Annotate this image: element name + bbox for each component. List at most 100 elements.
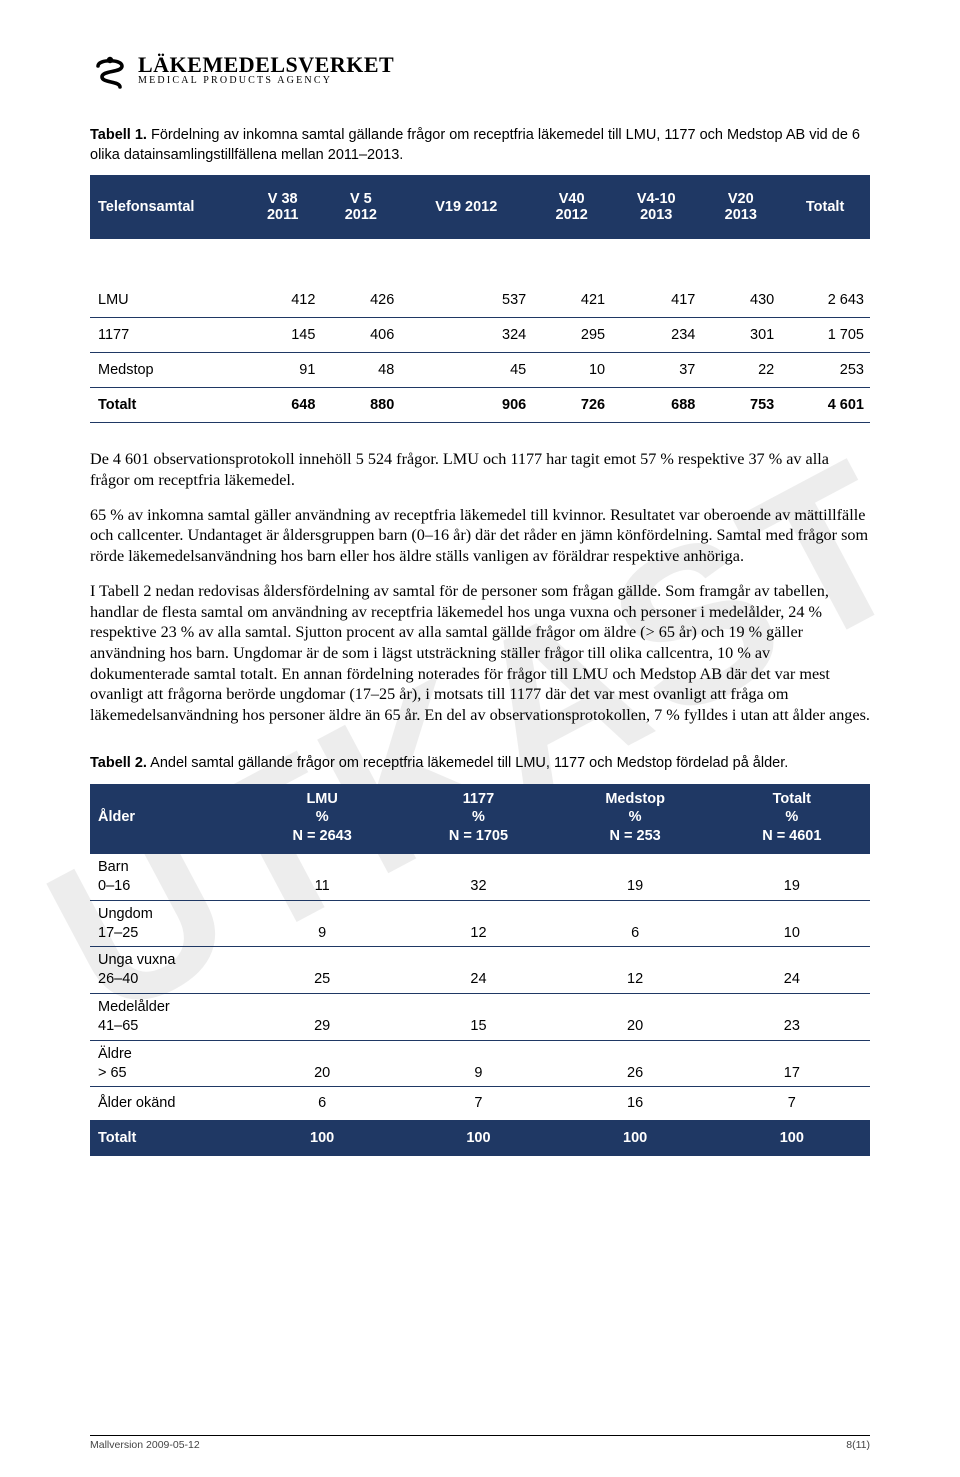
- table1-row-label: Medstop: [90, 353, 244, 388]
- table2-cell: 17: [714, 1040, 870, 1087]
- table-row: Medstop914845103722253: [90, 353, 870, 388]
- table2-cell: 32: [400, 854, 556, 900]
- table-row: Barn0–1611321919: [90, 854, 870, 900]
- table-row: Ålder okänd67167: [90, 1087, 870, 1121]
- table2-col-header: LMU%N = 2643: [244, 784, 400, 855]
- table2-cell: 23: [714, 994, 870, 1041]
- table2-header: ÅlderLMU%N = 26431177%N = 1705Medstop%N …: [90, 784, 870, 855]
- table1-cell: 412: [244, 283, 321, 318]
- footer-left: Mallversion 2009-05-12: [90, 1439, 200, 1451]
- table1-col-header: Totalt: [780, 175, 870, 239]
- table2-total-row: Totalt100100100100: [90, 1121, 870, 1156]
- paragraph-3: I Tabell 2 nedan redovisas åldersfördeln…: [90, 581, 870, 726]
- table1-row-label: 1177: [90, 318, 244, 353]
- table1-col-header: V 52012: [321, 175, 400, 239]
- table2-cell: 10: [714, 900, 870, 947]
- table2-cell: 7: [714, 1087, 870, 1121]
- table2-cell: 11: [244, 854, 400, 900]
- table2-cell: 9: [400, 1040, 556, 1087]
- table2-cell: 6: [557, 900, 714, 947]
- table1-cell: 430: [701, 283, 780, 318]
- table2-col-header: Totalt%N = 4601: [714, 784, 870, 855]
- table2-col-header: 1177%N = 1705: [400, 784, 556, 855]
- table2-cell: 12: [557, 947, 714, 994]
- paragraph-1: De 4 601 observationsprotokoll innehöll …: [90, 449, 870, 490]
- table2-row-label: Medelålder41–65: [90, 994, 244, 1041]
- table1-col-header: V402012: [532, 175, 611, 239]
- table2-body: Barn0–1611321919Ungdom17–25912610Unga vu…: [90, 854, 870, 1156]
- table1-cell: 426: [321, 283, 400, 318]
- table2-cell: 29: [244, 994, 400, 1041]
- table2-cell: 20: [244, 1040, 400, 1087]
- table1-cell: 145: [244, 318, 321, 353]
- table2-cell: 25: [244, 947, 400, 994]
- table1-col-header: V19 2012: [400, 175, 532, 239]
- table1-col-header: V 382011: [244, 175, 321, 239]
- table2-cell: 9: [244, 900, 400, 947]
- table2-caption-text: Andel samtal gällande frågor om receptfr…: [147, 755, 788, 771]
- paragraph-2: 65 % av inkomna samtal gäller användning…: [90, 505, 870, 567]
- table2-cell: 16: [557, 1087, 714, 1121]
- table2-row-label: Unga vuxna26–40: [90, 947, 244, 994]
- table-row: 11771454063242952343011 705: [90, 318, 870, 353]
- table1-cell: 37: [611, 353, 701, 388]
- table1-caption: Tabell 1. Fördelning av inkomna samtal g…: [90, 126, 870, 165]
- table-row: Medelålder41–6529152023: [90, 994, 870, 1041]
- table-row: Äldre> 652092617: [90, 1040, 870, 1087]
- table2-cell: 24: [714, 947, 870, 994]
- table1: TelefonsamtalV 382011V 52012V19 2012V402…: [90, 175, 870, 423]
- table2-col-header: Medstop%N = 253: [557, 784, 714, 855]
- table2-cell: 12: [400, 900, 556, 947]
- logo-snake-icon: [90, 50, 130, 90]
- table2-cell: 19: [714, 854, 870, 900]
- table1-cell: 295: [532, 318, 611, 353]
- table1-header: TelefonsamtalV 382011V 52012V19 2012V402…: [90, 175, 870, 239]
- table1-cell: 537: [400, 283, 532, 318]
- table1-caption-label: Tabell 1.: [90, 127, 147, 143]
- table2-row-label: Ålder okänd: [90, 1087, 244, 1121]
- table1-caption-text: Fördelning av inkomna samtal gällande fr…: [90, 127, 860, 163]
- table2-col-header: Ålder: [90, 784, 244, 855]
- table1-total-row: Totalt6488809067266887534 601: [90, 388, 870, 423]
- table-row: LMU4124265374214174302 643: [90, 283, 870, 318]
- table2-row-label: Ungdom17–25: [90, 900, 244, 947]
- table2-row-label: Äldre> 65: [90, 1040, 244, 1087]
- table2-cell: 19: [557, 854, 714, 900]
- table1-cell: 48: [321, 353, 400, 388]
- table1-cell: 253: [780, 353, 870, 388]
- table1-col-header: V202013: [701, 175, 780, 239]
- table2-cell: 6: [244, 1087, 400, 1121]
- table1-cell: 421: [532, 283, 611, 318]
- table1-row-label: LMU: [90, 283, 244, 318]
- table2-cell: 26: [557, 1040, 714, 1087]
- table-row: Ungdom17–25912610: [90, 900, 870, 947]
- table1-cell: 324: [400, 318, 532, 353]
- table1-cell: 301: [701, 318, 780, 353]
- table2-cell: 24: [400, 947, 556, 994]
- table2-cell: 15: [400, 994, 556, 1041]
- logo-text-line2: MEDICAL PRODUCTS AGENCY: [138, 76, 394, 87]
- table1-cell: 22: [701, 353, 780, 388]
- table1-cell: 417: [611, 283, 701, 318]
- table1-cell: 406: [321, 318, 400, 353]
- table1-cell: 45: [400, 353, 532, 388]
- table1-body: LMU4124265374214174302 64311771454063242…: [90, 239, 870, 423]
- table-row: Unga vuxna26–4025241224: [90, 947, 870, 994]
- footer-right: 8(11): [846, 1439, 870, 1451]
- table2-cell: 20: [557, 994, 714, 1041]
- table2-caption-label: Tabell 2.: [90, 755, 147, 771]
- table1-col-header: V4-102013: [611, 175, 701, 239]
- table2-row-label: Barn0–16: [90, 854, 244, 900]
- table2-caption: Tabell 2. Andel samtal gällande frågor o…: [90, 754, 870, 774]
- table1-cell: 2 643: [780, 283, 870, 318]
- table1-cell: 1 705: [780, 318, 870, 353]
- table1-cell: 234: [611, 318, 701, 353]
- table1-cell: 91: [244, 353, 321, 388]
- logo-text-line1: LÄKEMEDELSVERKET: [138, 53, 394, 76]
- table2-cell: 7: [400, 1087, 556, 1121]
- table1-col-header: Telefonsamtal: [90, 175, 244, 239]
- table2: ÅlderLMU%N = 26431177%N = 1705Medstop%N …: [90, 784, 870, 1157]
- table1-cell: 10: [532, 353, 611, 388]
- agency-logo: LÄKEMEDELSVERKET MEDICAL PRODUCTS AGENCY: [90, 50, 870, 90]
- page-footer: Mallversion 2009-05-12 8(11): [90, 1435, 870, 1451]
